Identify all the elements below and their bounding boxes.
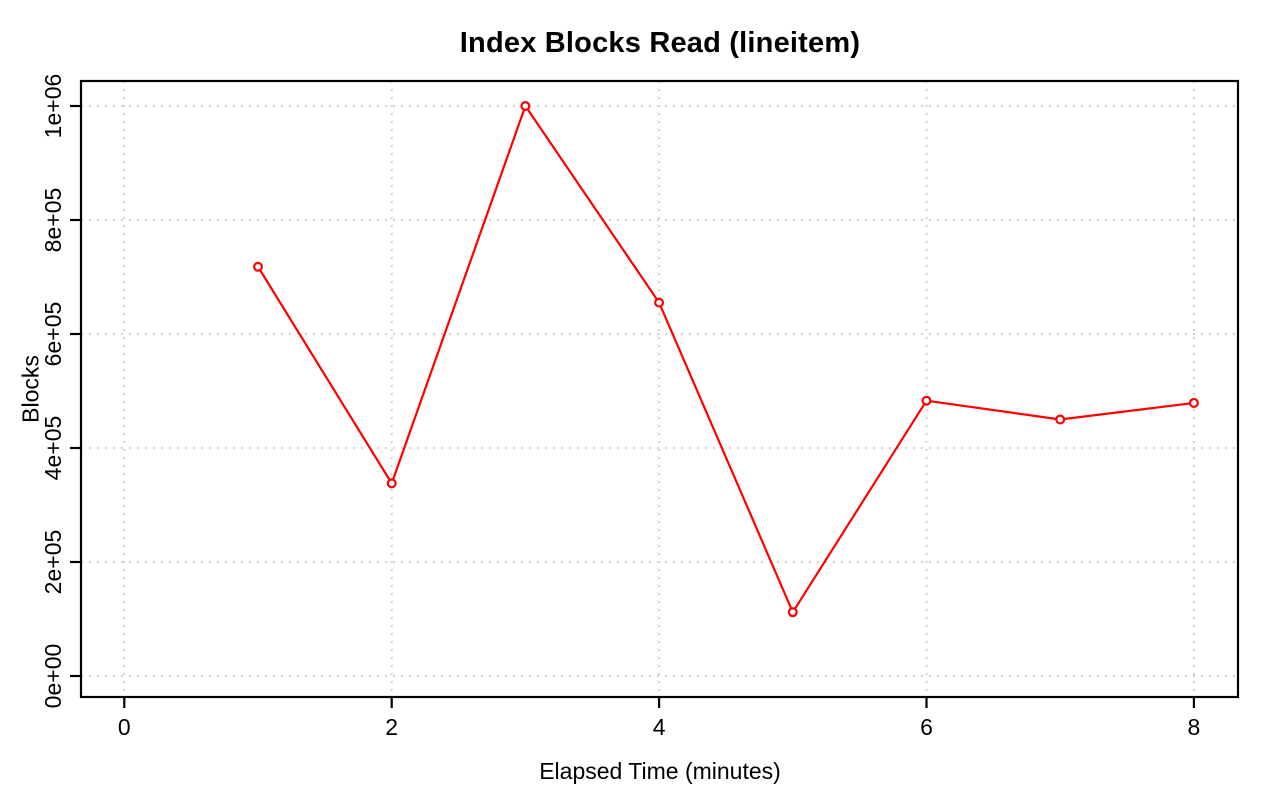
x-axis-label: Elapsed Time (minutes): [539, 758, 781, 784]
y-tick-label: 0e+00: [40, 644, 66, 709]
y-axis-label: Blocks: [17, 355, 44, 423]
x-tick-label: 4: [653, 714, 666, 740]
y-tick-label: 8e+05: [40, 188, 66, 253]
y-tick-label: 6e+05: [40, 302, 66, 367]
data-point: [921, 395, 932, 406]
x-tick-label: 6: [920, 714, 933, 740]
data-point: [253, 261, 264, 272]
data-point: [1188, 397, 1199, 408]
x-tick-label: 2: [385, 714, 398, 740]
data-point: [787, 607, 798, 618]
series-line: [256, 104, 1196, 614]
x-tick-label: 8: [1188, 714, 1201, 740]
y-tick-label: 1e+06: [40, 74, 66, 139]
data-point: [654, 297, 665, 308]
y-tick-label: 4e+05: [40, 416, 66, 481]
plot-border: [79, 79, 1240, 699]
data-point: [520, 100, 531, 111]
x-tick-label: 0: [118, 714, 131, 740]
y-tick-label: 2e+05: [40, 530, 66, 595]
data-point: [386, 478, 397, 489]
data-point: [1055, 414, 1066, 425]
chart-title: Index Blocks Read (lineitem): [459, 27, 861, 59]
